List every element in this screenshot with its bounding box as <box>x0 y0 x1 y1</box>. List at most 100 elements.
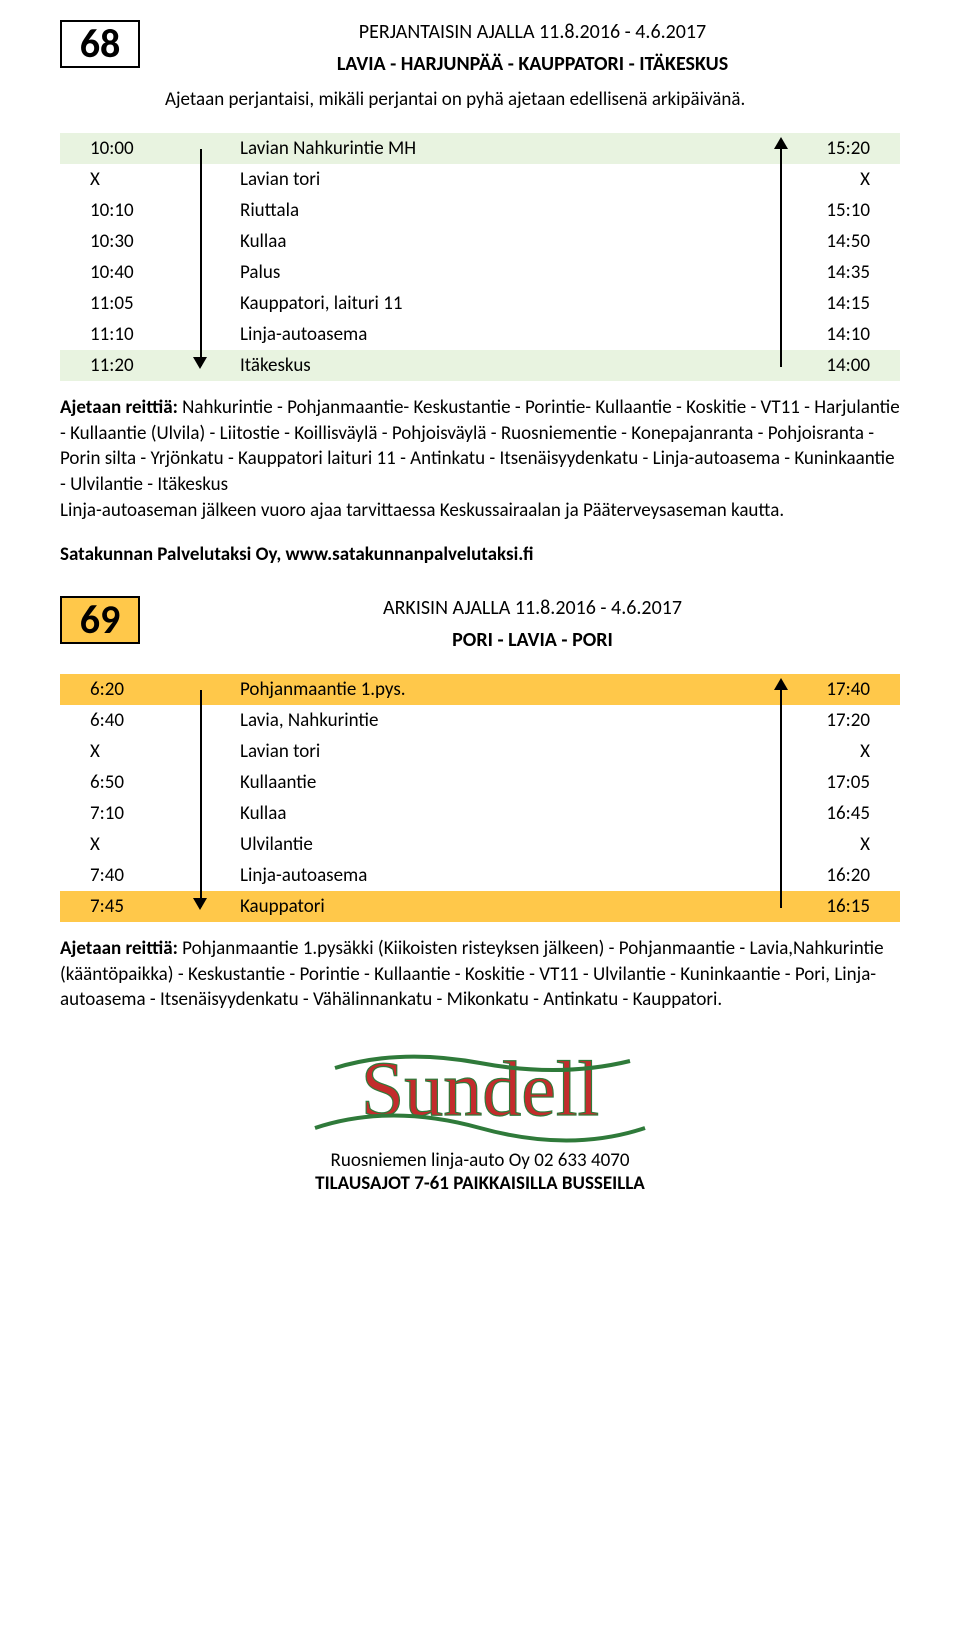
departure-time: X <box>60 164 180 195</box>
footer-line2: TILAUSAJOT 7-61 PAIKKAISILLA BUSSEILLA <box>60 1172 900 1195</box>
return-time: 14:00 <box>780 350 900 381</box>
sundell-logo: Sundell <box>300 1043 660 1143</box>
arrow-cell <box>180 767 220 798</box>
arrow-cell <box>180 829 220 860</box>
stop-name: Palus <box>220 257 780 288</box>
stop-name: Lavia, Nahkurintie <box>220 705 780 736</box>
departure-time: X <box>60 829 180 860</box>
arrow-cell <box>180 319 220 350</box>
departure-time: 6:40 <box>60 705 180 736</box>
table-row: 10:10 Riuttala15:10 <box>60 195 900 226</box>
route-69-desc-lead: Ajetaan reittiä: <box>60 937 178 960</box>
stop-name: Kullaa <box>220 798 780 829</box>
departure-time: 10:00 <box>60 133 180 164</box>
route-68-table-wrap: 10:00Lavian Nahkurintie MH15:20XLavian t… <box>60 133 900 381</box>
return-time: 16:15 <box>780 891 900 922</box>
return-time: X <box>780 829 900 860</box>
stop-name: Lavian tori <box>220 736 780 767</box>
footer: Sundell Ruosniemen linja-auto Oy 02 633 … <box>60 1043 900 1195</box>
route-68-desc2: Linja-autoaseman jälkeen vuoro ajaa tarv… <box>60 498 900 524</box>
departure-time: 6:20 <box>60 674 180 705</box>
route-68-header: 68 PERJANTAISIN AJALLA 11.8.2016 - 4.6.2… <box>60 20 900 123</box>
arrow-cell <box>180 195 220 226</box>
route-69-header: 69 ARKISIN AJALLA 11.8.2016 - 4.6.2017 P… <box>60 596 900 664</box>
route-69-desc: Ajetaan reittiä: Pohjanmaantie 1.pysäkki… <box>60 936 900 1013</box>
arrow-cell <box>180 891 220 922</box>
return-time: 17:20 <box>780 705 900 736</box>
departure-time: 11:05 <box>60 288 180 319</box>
stop-name: Kullaantie <box>220 767 780 798</box>
up-arrow-head <box>774 678 788 690</box>
return-time: 16:45 <box>780 798 900 829</box>
up-arrow-line <box>780 147 782 367</box>
arrow-cell <box>180 226 220 257</box>
stop-name: Linja-autoasema <box>220 319 780 350</box>
table-row: 11:10Linja-autoasema14:10 <box>60 319 900 350</box>
arrow-cell <box>180 350 220 381</box>
route-69-table-wrap: 6:20 Pohjanmaantie 1.pys.17:40 6:40 Lavia, … <box>60 674 900 922</box>
return-time: X <box>780 164 900 195</box>
departure-time: 6:50 <box>60 767 180 798</box>
departure-time: 11:10 <box>60 319 180 350</box>
route-68-note: Ajetaan perjantaisi, mikäli perjantai on… <box>165 88 900 111</box>
stop-name: Kauppatori <box>220 891 780 922</box>
table-row: XLavian toriX <box>60 164 900 195</box>
table-row: XUlvilantieX <box>60 829 900 860</box>
route-68-name: LAVIA - HARJUNPÄÄ - KAUPPATORI - ITÄKESK… <box>165 52 900 76</box>
stop-name: Kullaa <box>220 226 780 257</box>
stop-name: Riuttala <box>220 195 780 226</box>
route-69-schedule: 6:20 Pohjanmaantie 1.pys.17:40 6:40 Lavia, … <box>60 674 900 922</box>
up-arrow-line <box>780 688 782 908</box>
departure-time: X <box>60 736 180 767</box>
return-time: 17:40 <box>780 674 900 705</box>
return-time: 14:15 <box>780 288 900 319</box>
arrow-cell <box>180 257 220 288</box>
arrow-cell <box>180 674 220 705</box>
return-time: 15:20 <box>780 133 900 164</box>
stop-name: Lavian tori <box>220 164 780 195</box>
return-time: 14:35 <box>780 257 900 288</box>
table-row: XLavian toriX <box>60 736 900 767</box>
stop-name: Linja-autoasema <box>220 860 780 891</box>
stop-name: Lavian Nahkurintie MH <box>220 133 780 164</box>
up-arrow-head <box>774 137 788 149</box>
arrow-cell <box>180 860 220 891</box>
arrow-cell <box>180 288 220 319</box>
arrow-cell <box>180 736 220 767</box>
route-68-desc-text: Nahkurintie - Pohjanmaantie- Keskustanti… <box>60 396 900 496</box>
footer-line1: Ruosniemen linja-auto Oy 02 633 4070 <box>60 1149 900 1172</box>
route-68-operator: Satakunnan Palvelutaksi Oy, www.satakunn… <box>60 543 900 566</box>
table-row: 11:05 Kauppatori, laituri 1114:15 <box>60 288 900 319</box>
departure-time: 11:20 <box>60 350 180 381</box>
route-68-schedule: 10:00Lavian Nahkurintie MH15:20XLavian t… <box>60 133 900 381</box>
stop-name: Pohjanmaantie 1.pys. <box>220 674 780 705</box>
route-68-desc-lead: Ajetaan reittiä: <box>60 396 178 419</box>
table-row: 7:40 Linja-autoasema16:20 <box>60 860 900 891</box>
stop-name: Kauppatori, laituri 11 <box>220 288 780 319</box>
return-time: 15:10 <box>780 195 900 226</box>
departure-time: 7:10 <box>60 798 180 829</box>
route-69-section: 69 ARKISIN AJALLA 11.8.2016 - 4.6.2017 P… <box>60 596 900 1013</box>
arrow-cell <box>180 705 220 736</box>
departure-time: 10:10 <box>60 195 180 226</box>
route-68-desc: Ajetaan reittiä: Nahkurintie - Pohjanmaa… <box>60 395 900 523</box>
arrow-cell <box>180 133 220 164</box>
stop-name: Itäkeskus <box>220 350 780 381</box>
table-row: 6:40 Lavia, Nahkurintie17:20 <box>60 705 900 736</box>
return-time: X <box>780 736 900 767</box>
departure-time: 7:45 <box>60 891 180 922</box>
route-69-header-text: ARKISIN AJALLA 11.8.2016 - 4.6.2017 PORI… <box>165 596 900 664</box>
departure-time: 7:40 <box>60 860 180 891</box>
return-time: 16:20 <box>780 860 900 891</box>
table-row: 11:20 Itäkeskus14:00 <box>60 350 900 381</box>
stop-name: Ulvilantie <box>220 829 780 860</box>
route-69-period: ARKISIN AJALLA 11.8.2016 - 4.6.2017 <box>165 596 900 620</box>
arrow-cell <box>180 164 220 195</box>
route-68-section: 68 PERJANTAISIN AJALLA 11.8.2016 - 4.6.2… <box>60 20 900 566</box>
route-69-desc-text: Pohjanmaantie 1.pysäkki (Kiikoisten rist… <box>60 937 884 1011</box>
table-row: 10:40 Palus14:35 <box>60 257 900 288</box>
table-row: 6:50 Kullaantie17:05 <box>60 767 900 798</box>
return-time: 17:05 <box>780 767 900 798</box>
departure-time: 10:40 <box>60 257 180 288</box>
route-69-name: PORI - LAVIA - PORI <box>165 628 900 652</box>
